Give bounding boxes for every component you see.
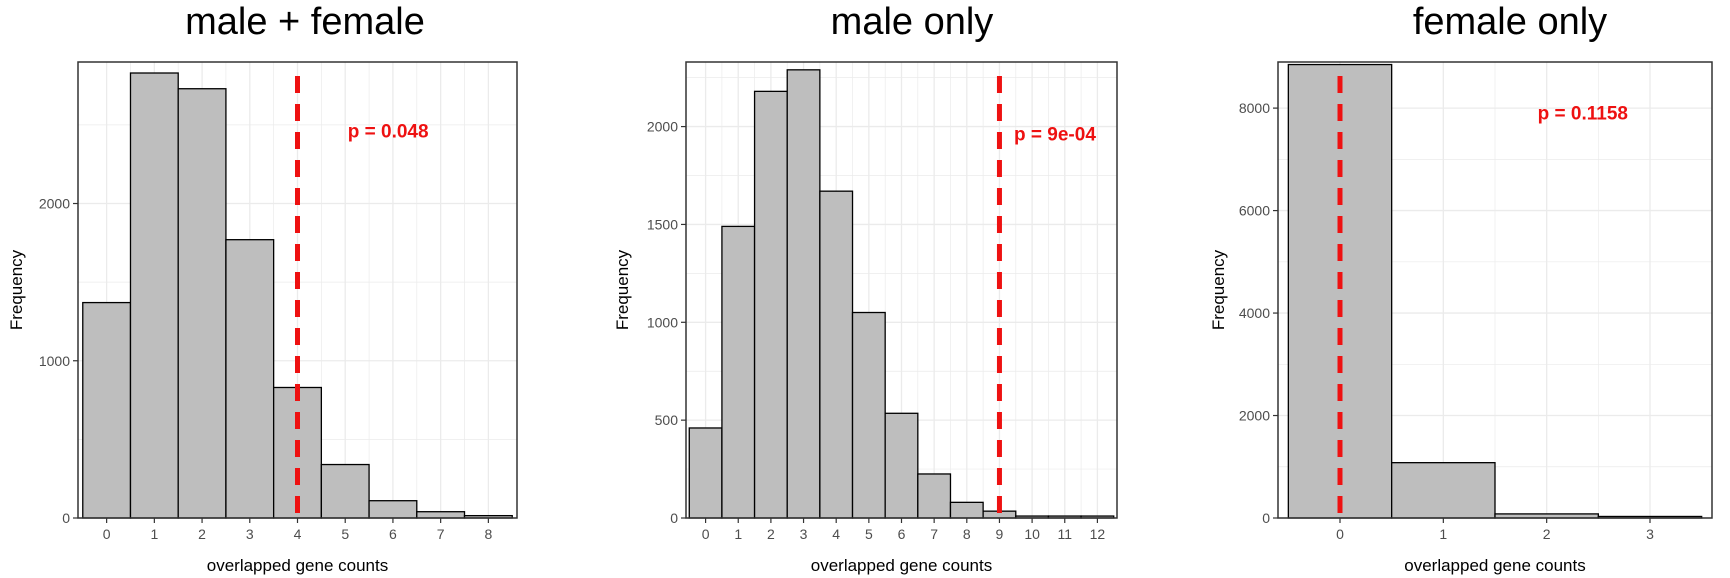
panel-3-p-value-label: p = 0.1158 [1538, 103, 1628, 124]
panel-1-p-value-label: p = 0.048 [348, 121, 429, 142]
panel-1-y-tick-label: 1000 [39, 353, 70, 369]
panel-3-y-tick-label: 6000 [1239, 203, 1270, 219]
panel-2-bar [753, 90, 788, 519]
panel-1-bar [225, 239, 275, 519]
panel-3-y-tick-label: 4000 [1239, 305, 1270, 321]
panel-2-x-tick-label: 11 [1057, 526, 1072, 542]
panel-3-x-tick-label: 3 [1646, 526, 1654, 542]
panel-1-bar [368, 500, 418, 519]
panel-1-bar [320, 463, 370, 519]
panel-1-bar [129, 72, 179, 519]
panel-2-x-tick-label: 6 [898, 526, 906, 542]
panel-2-x-tick-label: 7 [930, 526, 938, 542]
panel-1-x-tick-label: 1 [150, 526, 158, 542]
panel-2-x-tick-label: 5 [865, 526, 873, 542]
panel-1-x-tick-label: 5 [341, 526, 349, 542]
panel-3-y-tick-label: 8000 [1239, 100, 1270, 116]
panel-1-bar [416, 511, 466, 519]
panel-2-bar [688, 427, 723, 519]
panel-1-x-tick-label: 3 [246, 526, 254, 542]
panel-1-title: male + female [185, 1, 425, 43]
panel-3-y-axis-title: Frequency [1209, 249, 1228, 330]
panel-1-x-tick-label: 4 [294, 526, 302, 542]
panel-1-x-tick-label: 6 [389, 526, 397, 542]
panel-3-x-tick-label: 0 [1336, 526, 1344, 542]
panel-2-y-axis-title: Frequency [613, 249, 632, 330]
panel-1-x-tick-label: 2 [198, 526, 206, 542]
panel-2-x-tick-label: 2 [767, 526, 775, 542]
panel-2-x-tick-label: 8 [963, 526, 971, 542]
panel-3-bar [1391, 462, 1496, 519]
panel-3-plot-border [1277, 61, 1713, 519]
panel-1-x-tick-label: 0 [103, 526, 111, 542]
panel-2-y-tick-label: 0 [670, 510, 678, 526]
panel-2-y-tick-label: 1000 [647, 314, 678, 330]
panel-1-bar [177, 88, 227, 519]
panel-3-x-axis-title: overlapped gene counts [1404, 556, 1585, 575]
panel-2-bar [884, 412, 919, 519]
panel-2-y-tick-label: 2000 [647, 119, 678, 135]
panel-2-bar [949, 501, 984, 519]
panel-2-x-tick-label: 9 [996, 526, 1004, 542]
panel-1: male + female p = 0.048 0 1000 2000 0 1 2 3 4 5 6 7… [7, 1, 518, 575]
panel-1-y-tick-label: 2000 [39, 196, 70, 212]
panel-2-x-axis-title: overlapped gene counts [811, 556, 992, 575]
panel-3-y-tick-label: 2000 [1239, 408, 1270, 424]
panel-3-title: female only [1413, 1, 1607, 43]
panel-1-x-tick-label: 7 [437, 526, 445, 542]
panel-2-bar [851, 311, 886, 519]
panel-3-x-tick-label: 1 [1439, 526, 1447, 542]
panel-2-bar [721, 225, 756, 519]
panel-2-p-value-label: p = 9e-04 [1014, 124, 1096, 145]
panel-1-x-axis-title: overlapped gene counts [207, 556, 388, 575]
panel-1-y-tick-label: 0 [62, 510, 70, 526]
panel-2-x-tick-label: 0 [702, 526, 710, 542]
panel-2-y-tick-label: 500 [655, 412, 679, 428]
panel-2-y-tick-label: 1500 [647, 216, 678, 232]
panel-2-x-tick-label: 12 [1090, 526, 1106, 542]
panel-1-bar [82, 301, 132, 519]
panel-3-y-tick-label: 0 [1262, 510, 1270, 526]
panel-2-x-tick-label: 1 [734, 526, 742, 542]
panel-2-bar [786, 69, 821, 519]
panel-3: female only p = 0.1158 0 2000 4000 6000 8000 0… [1209, 1, 1713, 575]
panel-3-x-tick-label: 2 [1543, 526, 1551, 542]
panel-2-x-tick-label: 3 [800, 526, 808, 542]
panel-2-title: male only [831, 1, 994, 43]
panel-2-bar [819, 190, 854, 519]
panel-1-x-tick-label: 8 [484, 526, 492, 542]
panel-2-x-tick-label: 4 [832, 526, 840, 542]
panel-1-y-axis-title: Frequency [7, 249, 26, 330]
panel-2-bar [917, 473, 952, 519]
panel-2-x-tick-label: 10 [1024, 526, 1040, 542]
